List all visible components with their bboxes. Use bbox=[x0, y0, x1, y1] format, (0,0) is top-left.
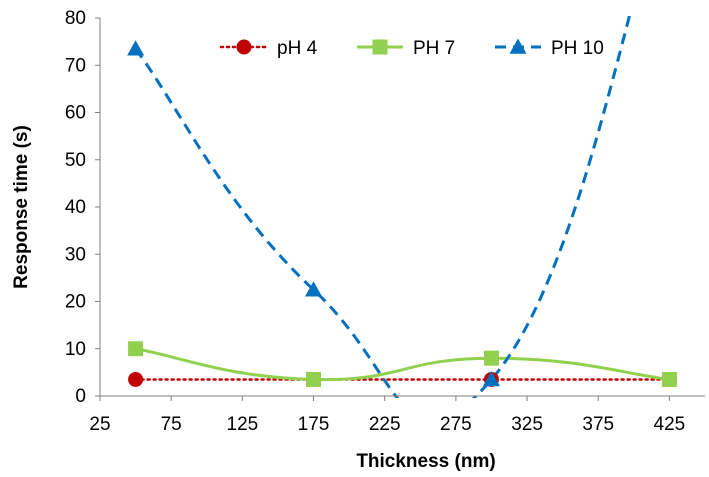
legend-marker bbox=[509, 38, 527, 54]
series-2-line bbox=[135, 347, 670, 382]
y-tick-label: 40 bbox=[65, 197, 86, 218]
x-tick-label: 75 bbox=[161, 414, 182, 435]
x-tick-label: 125 bbox=[227, 414, 259, 435]
x-tick-label: 325 bbox=[511, 414, 543, 435]
y-tick-label: 30 bbox=[65, 244, 86, 265]
series-3-point bbox=[305, 281, 323, 297]
x-tick-label: 375 bbox=[582, 414, 614, 435]
y-tick-label: 60 bbox=[65, 103, 86, 124]
x-tick-label: 425 bbox=[654, 414, 686, 435]
legend-label: PH 10 bbox=[551, 38, 604, 59]
x-tick-label: 25 bbox=[89, 414, 110, 435]
legend-label: PH 7 bbox=[413, 38, 455, 59]
x-axis-title: Thickness (nm) bbox=[356, 451, 495, 472]
series-3-point bbox=[482, 370, 500, 387]
legend-marker bbox=[372, 39, 388, 55]
series-2-point bbox=[661, 371, 677, 387]
y-tick-label: 70 bbox=[65, 55, 86, 76]
legend: pH 4 PH 7 PH 10 bbox=[219, 38, 604, 59]
series-2-point bbox=[128, 341, 144, 357]
y-tick-label: 50 bbox=[65, 150, 86, 171]
x-tick-label: 275 bbox=[440, 414, 472, 435]
y-tick-label: 20 bbox=[65, 292, 86, 313]
x-tick-label: 175 bbox=[298, 414, 330, 435]
legend-label: pH 4 bbox=[277, 38, 318, 59]
y-tick-label: 80 bbox=[65, 8, 86, 29]
y-tick-label: 0 bbox=[75, 386, 86, 407]
x-tick-label: 225 bbox=[369, 414, 401, 435]
series-2-point bbox=[483, 350, 499, 366]
y-tick-label: 10 bbox=[65, 339, 86, 360]
legend-item: pH 4 bbox=[219, 38, 318, 59]
series-3-point bbox=[127, 40, 145, 56]
series-1-point bbox=[128, 371, 144, 387]
series-3-line bbox=[134, 16, 631, 398]
y-axis-title: Response time (s) bbox=[11, 125, 32, 289]
legend-item: PH 10 bbox=[495, 38, 604, 59]
series-2-point bbox=[306, 371, 322, 387]
legend-marker bbox=[236, 39, 252, 55]
legend-item: PH 7 bbox=[357, 38, 455, 59]
